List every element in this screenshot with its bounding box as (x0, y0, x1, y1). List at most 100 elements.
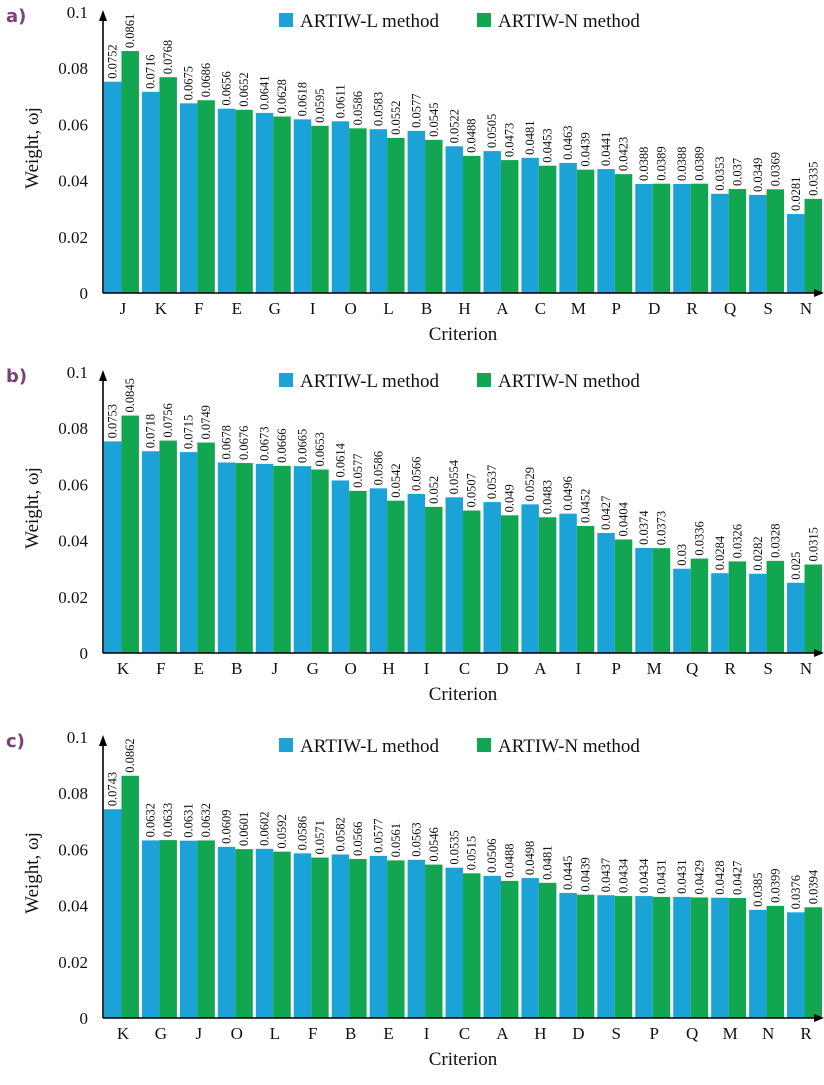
x-tick-label: A (496, 1024, 509, 1043)
data-label: 0.0628 (275, 79, 289, 113)
data-label: 0.0675 (182, 66, 196, 100)
x-tick-label: I (424, 1024, 430, 1043)
bar (463, 155, 481, 293)
bar (349, 858, 367, 1018)
y-tick-label: 0 (80, 644, 89, 663)
data-label: 0.0445 (561, 856, 575, 890)
x-tick-label: E (194, 659, 204, 678)
bar (445, 497, 463, 653)
x-tick-label: R (724, 659, 736, 678)
data-label: 0.0388 (637, 147, 651, 181)
bar (369, 129, 388, 293)
data-label: 0.0601 (237, 812, 251, 846)
data-label: 0.0577 (351, 453, 365, 487)
bar (787, 214, 805, 293)
bar (500, 880, 519, 1018)
data-label: 0.0753 (106, 404, 120, 438)
data-label: 0.0586 (371, 451, 385, 485)
data-label: 0.0515 (465, 836, 479, 870)
data-label: 0.0583 (371, 92, 385, 126)
data-label: 0.0545 (427, 102, 441, 136)
data-label: 0.0507 (465, 473, 479, 507)
data-label: 0.0546 (427, 827, 441, 861)
bar (463, 510, 481, 653)
data-label: 0.0561 (389, 823, 403, 857)
bar (463, 873, 481, 1018)
data-label: 0.0427 (599, 496, 613, 530)
x-tick-label: B (345, 1024, 356, 1043)
data-label: 0.0586 (295, 816, 309, 850)
bar (311, 857, 329, 1018)
y-tick-label: 0.02 (58, 588, 88, 607)
bar (369, 855, 388, 1018)
bar (521, 878, 539, 1018)
data-label: 0.0376 (789, 875, 803, 909)
data-label: 0.0431 (675, 860, 689, 894)
data-label: 0.0506 (485, 838, 499, 872)
bar (614, 174, 633, 293)
bar (425, 864, 443, 1018)
bar (728, 189, 747, 293)
bar (197, 442, 215, 653)
y-tick-label: 0.06 (58, 475, 88, 494)
bar (179, 452, 198, 653)
panel-label: c) (6, 731, 25, 752)
bar (614, 896, 633, 1018)
bar (521, 157, 539, 293)
x-axis-arrow (814, 649, 824, 657)
x-axis-title: Criterion (429, 684, 498, 705)
bar (349, 490, 367, 653)
x-tick-label: G (269, 299, 281, 318)
bar (331, 121, 350, 294)
bar (141, 451, 160, 653)
data-label: 0.0715 (182, 415, 196, 449)
data-label: 0.0488 (465, 118, 479, 152)
x-tick-label: G (155, 1024, 167, 1043)
legend-swatch-n (477, 13, 491, 27)
data-label: 0.0488 (503, 843, 517, 877)
chart-panel-b: b) 0 0.02 0.04 0.06 0.08 0.1 0.0753 0.0718 0.0715… (0, 360, 824, 720)
bar (217, 846, 236, 1018)
x-tick-label: P (650, 1024, 659, 1043)
data-label: 0.0862 (123, 738, 137, 772)
bar (273, 851, 291, 1018)
bar (500, 160, 519, 293)
legend-swatch-n (477, 373, 491, 387)
x-tick-label: F (308, 1024, 317, 1043)
bar (331, 480, 350, 653)
legend-swatch-l (279, 738, 293, 752)
data-label: 0.0437 (599, 858, 613, 892)
data-label: 0.0566 (351, 822, 365, 856)
y-axis-title: Weight, ωj (22, 107, 43, 189)
bar (559, 892, 577, 1018)
data-label: 0.0656 (220, 71, 234, 105)
x-tick-label: P (612, 299, 621, 318)
x-tick-label: E (383, 1024, 393, 1043)
data-label: 0.0385 (751, 872, 765, 906)
bar (597, 895, 615, 1018)
bar (597, 169, 615, 293)
bar (121, 415, 139, 653)
y-tick-label: 0.08 (58, 419, 88, 438)
legend-label-l: ARTIW-L method (300, 11, 440, 32)
bar (293, 466, 312, 653)
data-label: 0.0389 (692, 146, 706, 180)
bar (635, 547, 653, 653)
data-label: 0.0427 (730, 861, 744, 895)
data-label: 0.0388 (675, 147, 689, 181)
bar (445, 146, 463, 293)
data-label: 0.0716 (144, 54, 158, 88)
bar (711, 897, 729, 1018)
x-tick-label: A (496, 299, 509, 318)
data-label: 0.0768 (161, 40, 175, 74)
bar (728, 561, 747, 653)
bar (235, 109, 253, 294)
bar (141, 91, 160, 293)
bar (121, 775, 139, 1018)
x-tick-label: R (687, 299, 699, 318)
data-label: 0.0614 (333, 442, 347, 477)
data-label: 0.0335 (806, 161, 820, 195)
bar (711, 193, 729, 293)
data-label: 0.0453 (541, 128, 555, 162)
bar (425, 139, 443, 293)
